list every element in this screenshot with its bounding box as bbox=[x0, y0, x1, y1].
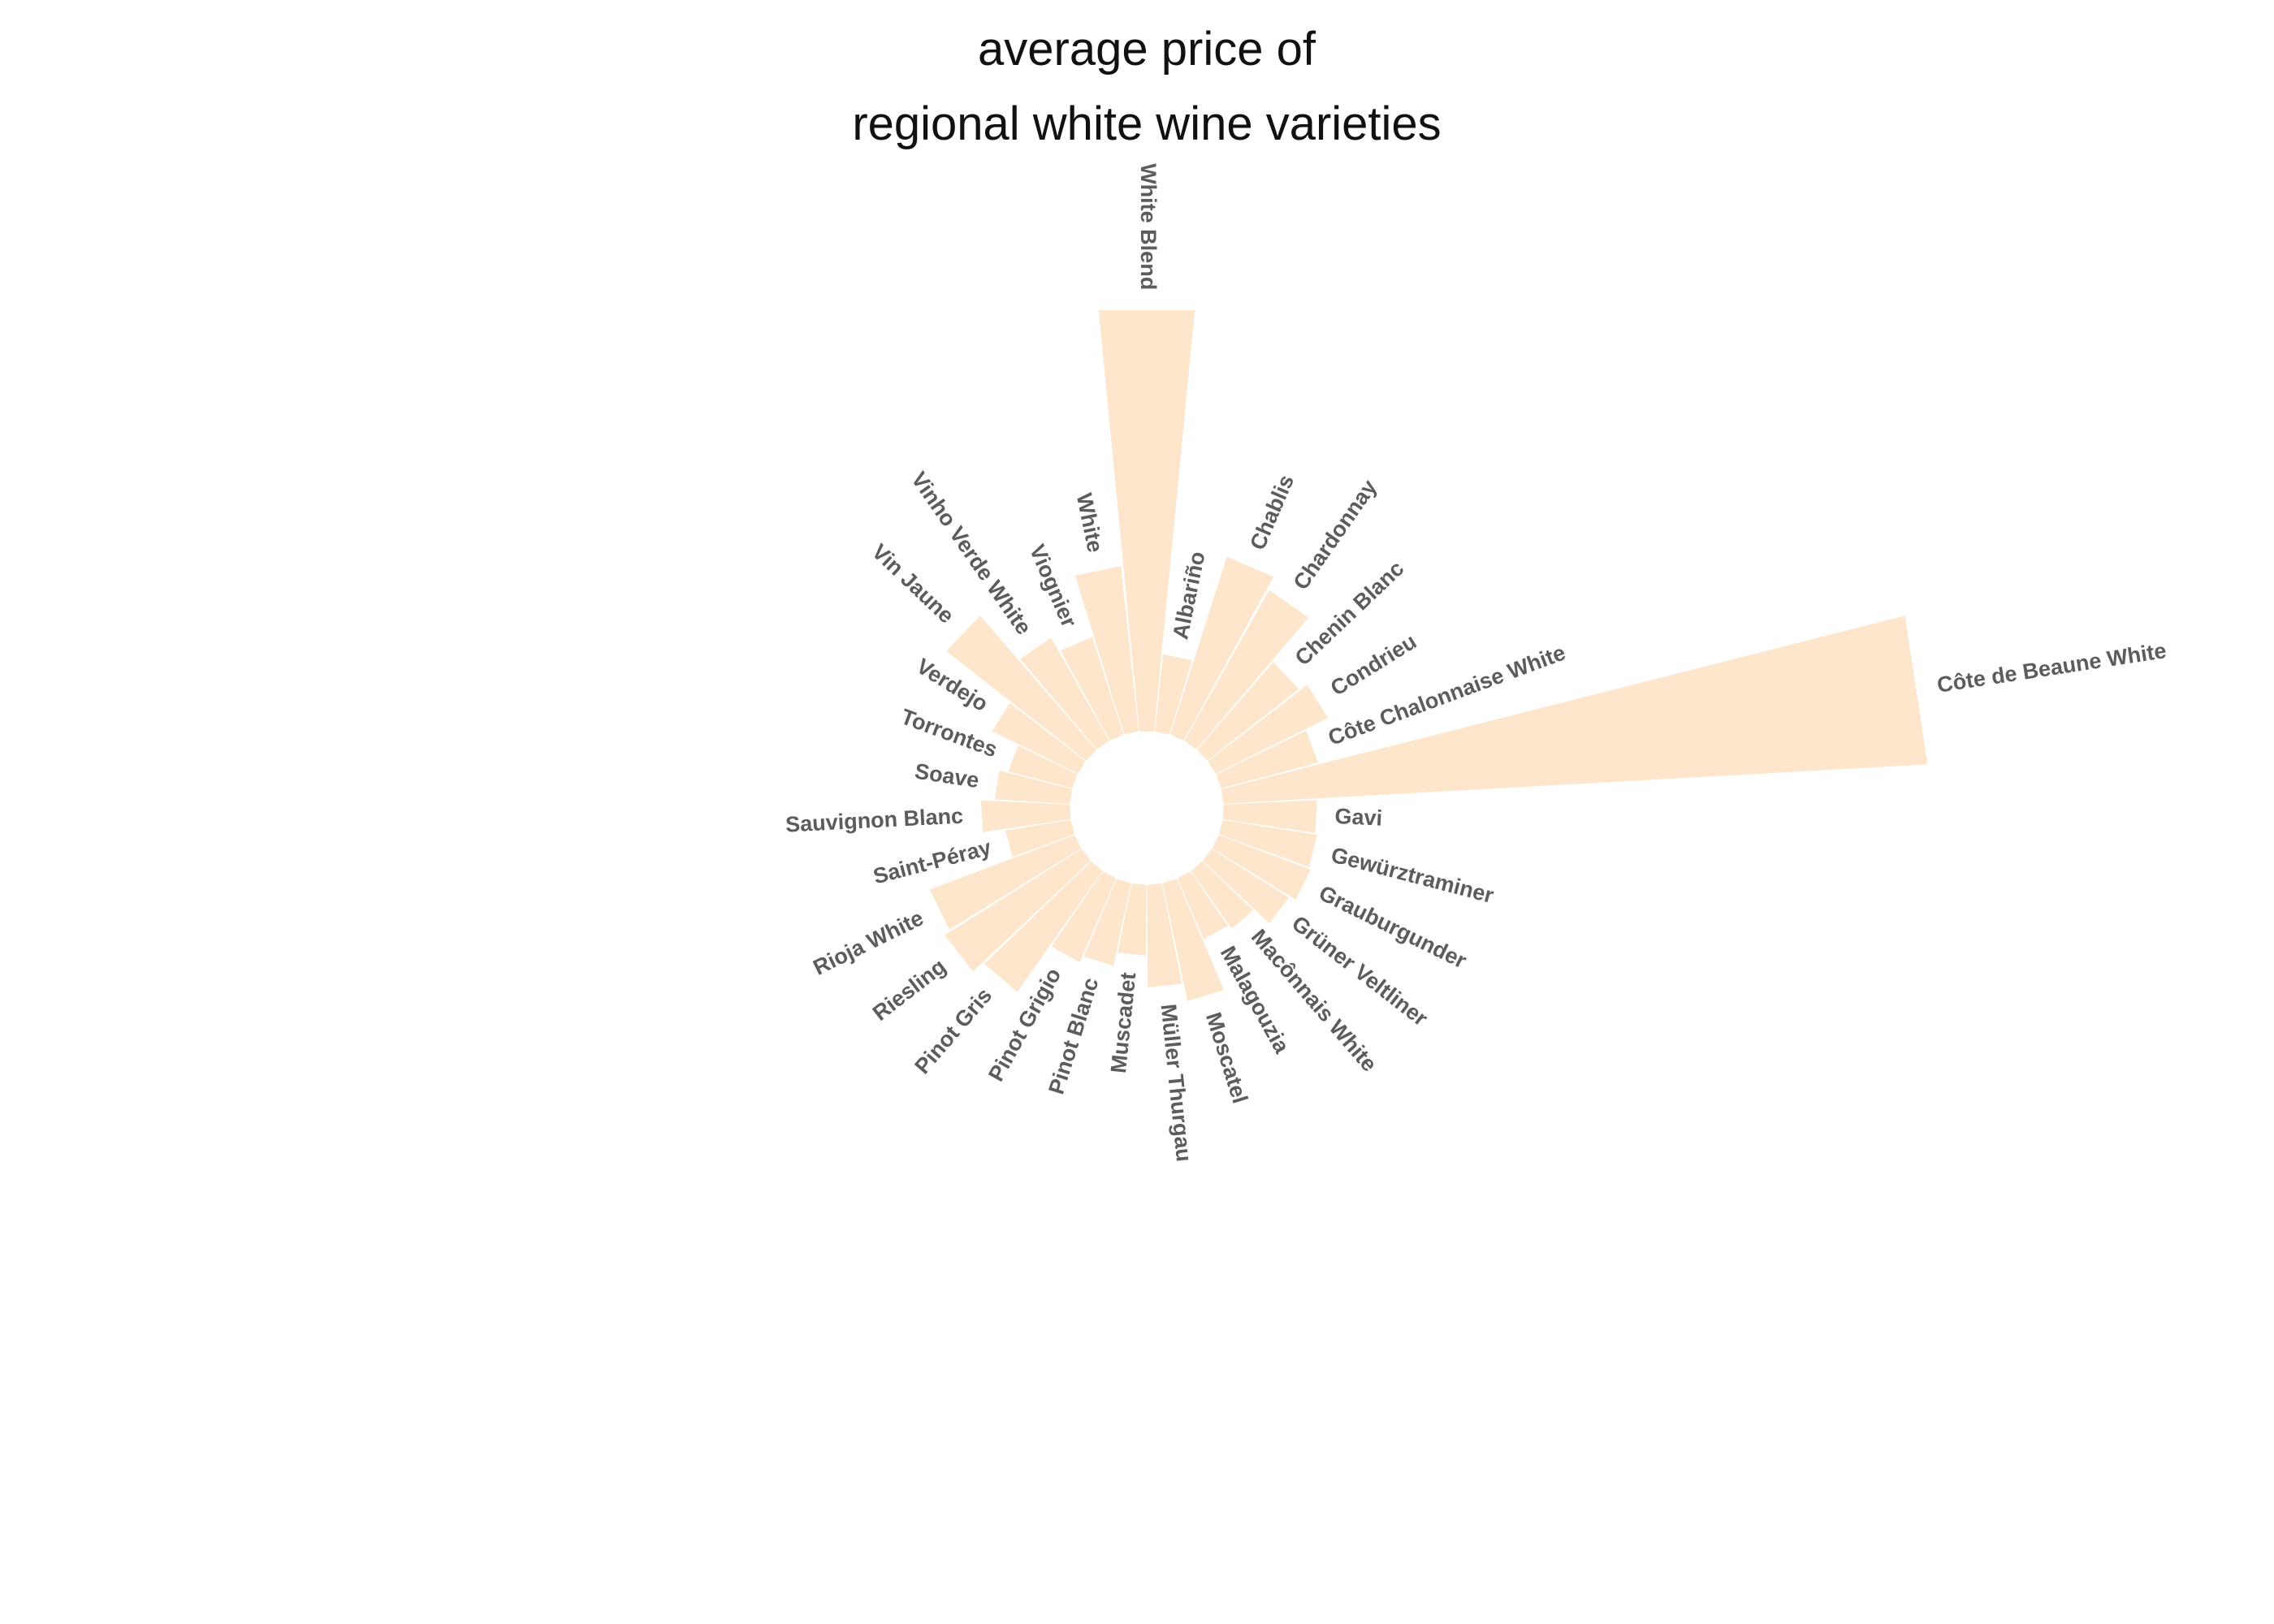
bar-white bbox=[1074, 566, 1139, 735]
bar-muscadet bbox=[1118, 883, 1147, 956]
bar-albarino bbox=[1155, 654, 1193, 735]
bar-maconnais-white bbox=[1191, 861, 1254, 929]
bar-gruner-veltliner bbox=[1203, 849, 1290, 923]
bar-label-albarino: Albariño bbox=[1168, 549, 1209, 641]
bar-label-muller-thurgau: Müller Thurgau bbox=[1156, 1003, 1197, 1163]
bar-label-chardonnay: Chardonnay bbox=[1289, 475, 1382, 594]
bar-rioja-white bbox=[929, 835, 1082, 930]
bar-grauburgunder bbox=[1212, 835, 1311, 901]
bars-layer bbox=[929, 310, 1928, 1002]
bar-riesling bbox=[945, 849, 1091, 972]
bar-saint-peray bbox=[1005, 819, 1074, 857]
bar-verdejo bbox=[992, 702, 1086, 774]
bar-pinot-blanc bbox=[1083, 879, 1131, 966]
bar-label-viognier: Viognier bbox=[1025, 541, 1082, 631]
bar-label-gavi: Gavi bbox=[1334, 804, 1383, 831]
bar-label-sauvignon-blanc: Sauvignon Blanc bbox=[785, 804, 963, 837]
bar-label-riesling: Riesling bbox=[868, 954, 950, 1026]
bar-label-condrieu: Condrieu bbox=[1326, 629, 1420, 701]
bar-label-muscadet: Muscadet bbox=[1106, 971, 1140, 1074]
chart-title-line-1: average price of bbox=[978, 23, 1316, 76]
bar-label-white-blend: White Blend bbox=[1136, 163, 1161, 290]
bar-label-white: White bbox=[1072, 491, 1108, 555]
bar-gewurztraminer bbox=[1219, 819, 1317, 867]
bar-soave bbox=[994, 770, 1072, 804]
bar-label-soave: Soave bbox=[913, 759, 980, 793]
bar-viognier bbox=[1060, 637, 1124, 741]
bar-label-rioja-white: Rioja White bbox=[810, 905, 927, 980]
bar-chablis bbox=[1169, 556, 1274, 741]
bar-chardonnay bbox=[1184, 590, 1309, 749]
bar-white-blend bbox=[1098, 310, 1195, 732]
bar-label-chablis: Chablis bbox=[1245, 471, 1299, 553]
bar-pinot-grigio bbox=[1051, 871, 1117, 962]
bar-label-torrontes: Torrontes bbox=[897, 704, 1001, 762]
bar-moscatel bbox=[1162, 879, 1224, 1002]
bar-label-vinho-verde-white: Vinho Verde White bbox=[906, 468, 1036, 639]
bar-label-pinot-gris: Pinot Gris bbox=[910, 983, 996, 1078]
bar-chenin-blanc bbox=[1197, 662, 1299, 761]
bar-condrieu bbox=[1208, 685, 1328, 774]
bar-label-moscatel: Moscatel bbox=[1201, 1009, 1252, 1106]
bar-label-cote-de-beaune-white: Côte de Beaune White bbox=[1935, 638, 2168, 698]
bar-pinot-gris bbox=[984, 861, 1103, 992]
bar-vin-jaune bbox=[946, 615, 1096, 761]
bar-sauvignon-blanc bbox=[981, 800, 1071, 832]
chart-title-line-2: regional white wine varieties bbox=[852, 97, 1441, 150]
bar-cote-chalonnaise-white bbox=[1216, 730, 1318, 788]
bar-gavi bbox=[1222, 800, 1317, 833]
bar-muller-thurgau bbox=[1147, 883, 1182, 987]
bar-vinho-verde-white bbox=[1020, 637, 1109, 749]
bar-malagouzia bbox=[1177, 871, 1228, 939]
bar-label-vin-jaune: Vin Jaune bbox=[867, 539, 959, 628]
bar-torrontes bbox=[1008, 745, 1078, 788]
bar-cote-de-beaune-white bbox=[1221, 615, 1928, 804]
